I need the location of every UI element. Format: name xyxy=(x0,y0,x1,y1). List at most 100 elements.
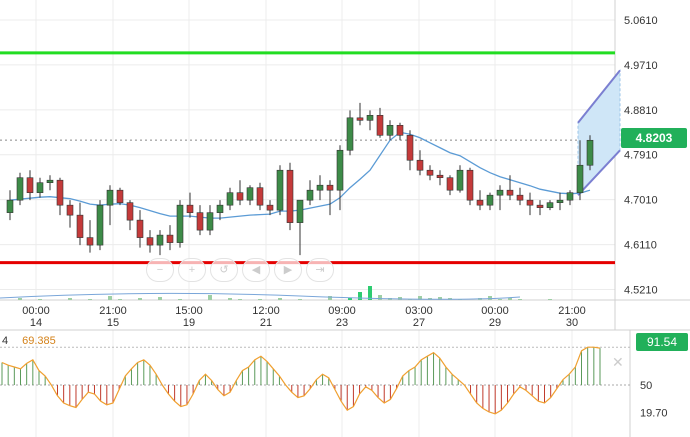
candle xyxy=(316,175,324,201)
volume-bar xyxy=(138,298,142,300)
oscillator-panel: 50 19.70 xyxy=(0,346,668,419)
date-axis-label: 19 xyxy=(183,317,195,329)
volume-bar xyxy=(438,297,442,300)
candle xyxy=(476,190,484,211)
candle xyxy=(266,200,274,216)
candle-body xyxy=(356,117,364,121)
candle xyxy=(66,200,74,228)
reset-zoom-icon[interactable]: ↺ xyxy=(210,258,238,282)
time-axis-label: 09:00 xyxy=(328,305,356,317)
volume-bar xyxy=(348,298,352,300)
candle-body xyxy=(416,159,424,171)
candle-body xyxy=(166,234,174,243)
candle-body xyxy=(586,139,594,166)
pan-right-icon[interactable]: ▶ xyxy=(274,258,302,282)
candle xyxy=(256,182,264,211)
candle-body xyxy=(76,214,84,238)
candle-body xyxy=(316,184,324,191)
volume-bar xyxy=(208,295,212,300)
volume-bar xyxy=(498,299,502,300)
candle xyxy=(356,102,364,126)
candle xyxy=(336,145,344,211)
date-axis-label: 23 xyxy=(336,317,348,329)
candle xyxy=(16,172,24,206)
zoom-out-icon[interactable]: − xyxy=(146,258,174,282)
candle-body xyxy=(546,202,554,208)
candle-body xyxy=(56,179,64,206)
candle xyxy=(496,185,504,211)
candle-body xyxy=(456,169,464,191)
candle xyxy=(386,120,394,141)
candle xyxy=(346,110,354,156)
candle xyxy=(236,180,244,206)
candle-body xyxy=(156,234,164,246)
price-axis-label: 4.7910 xyxy=(624,150,658,162)
zoom-in-icon[interactable]: + xyxy=(178,258,206,282)
candle xyxy=(76,202,84,246)
candle xyxy=(46,175,54,191)
candle-body xyxy=(306,189,314,201)
time-axis-label: 21:00 xyxy=(558,305,586,317)
candle xyxy=(566,190,574,206)
osc-level-label: 50 xyxy=(640,380,652,392)
osc-line xyxy=(1,346,601,415)
time-axis-label: 00:00 xyxy=(481,305,509,317)
volume-bar xyxy=(88,299,92,300)
candle-body xyxy=(566,192,574,201)
candle xyxy=(286,162,294,231)
candle xyxy=(436,170,444,186)
candle-body xyxy=(346,117,354,151)
candle xyxy=(536,200,544,216)
time-axis-label: 00:00 xyxy=(22,305,50,317)
volume-bars xyxy=(0,286,552,300)
candle xyxy=(306,180,314,206)
candle xyxy=(196,205,204,236)
candle xyxy=(516,187,524,206)
candle-body xyxy=(266,204,274,211)
channel-drawing[interactable] xyxy=(577,68,621,197)
candle-body xyxy=(506,189,514,196)
volume-bar xyxy=(38,299,42,300)
candle xyxy=(276,165,284,216)
volume-bar xyxy=(418,296,422,300)
candle xyxy=(486,192,494,211)
candle xyxy=(526,192,534,216)
candle-body xyxy=(466,169,474,201)
candle xyxy=(456,165,464,193)
volume-bar xyxy=(178,299,182,300)
scroll-end-icon[interactable]: ⇥ xyxy=(306,258,334,282)
date-axis-label: 30 xyxy=(566,317,578,329)
volume-bar xyxy=(488,296,492,300)
candle-body xyxy=(136,219,144,238)
close-indicator-icon[interactable]: ✕ xyxy=(612,354,624,370)
volume-bar xyxy=(358,292,362,300)
candle-body xyxy=(326,184,334,191)
date-axis-label: 15 xyxy=(107,317,119,329)
candle xyxy=(126,200,134,231)
candle-body xyxy=(236,192,244,201)
candle-body xyxy=(536,204,544,208)
time-axis-label: 03:00 xyxy=(405,305,433,317)
price-axis-label: 4.6110 xyxy=(624,240,657,252)
candle xyxy=(206,205,214,236)
current-price-badge: 4.8203 xyxy=(621,128,687,148)
candle xyxy=(556,192,564,211)
volume-bar xyxy=(368,286,372,300)
candle-body xyxy=(476,199,484,206)
oscillator-period: 4 xyxy=(2,335,9,347)
candle-body xyxy=(226,192,234,206)
candle xyxy=(26,170,34,201)
volume-bar xyxy=(118,299,122,300)
price-axis: 5.0610 4.9710 4.8810 4.7910 4.7010 4.6110 4.52… xyxy=(624,15,658,297)
date-axis-label: 21 xyxy=(260,317,272,329)
candle xyxy=(326,180,334,216)
candle-body xyxy=(286,169,294,223)
horizontal-levels xyxy=(0,51,615,265)
candle xyxy=(506,175,514,201)
candle xyxy=(446,175,454,196)
candle-body xyxy=(336,149,344,191)
pan-left-icon[interactable]: ◀ xyxy=(242,258,270,282)
time-axis-label: 15:00 xyxy=(175,305,203,317)
candle xyxy=(416,150,424,176)
